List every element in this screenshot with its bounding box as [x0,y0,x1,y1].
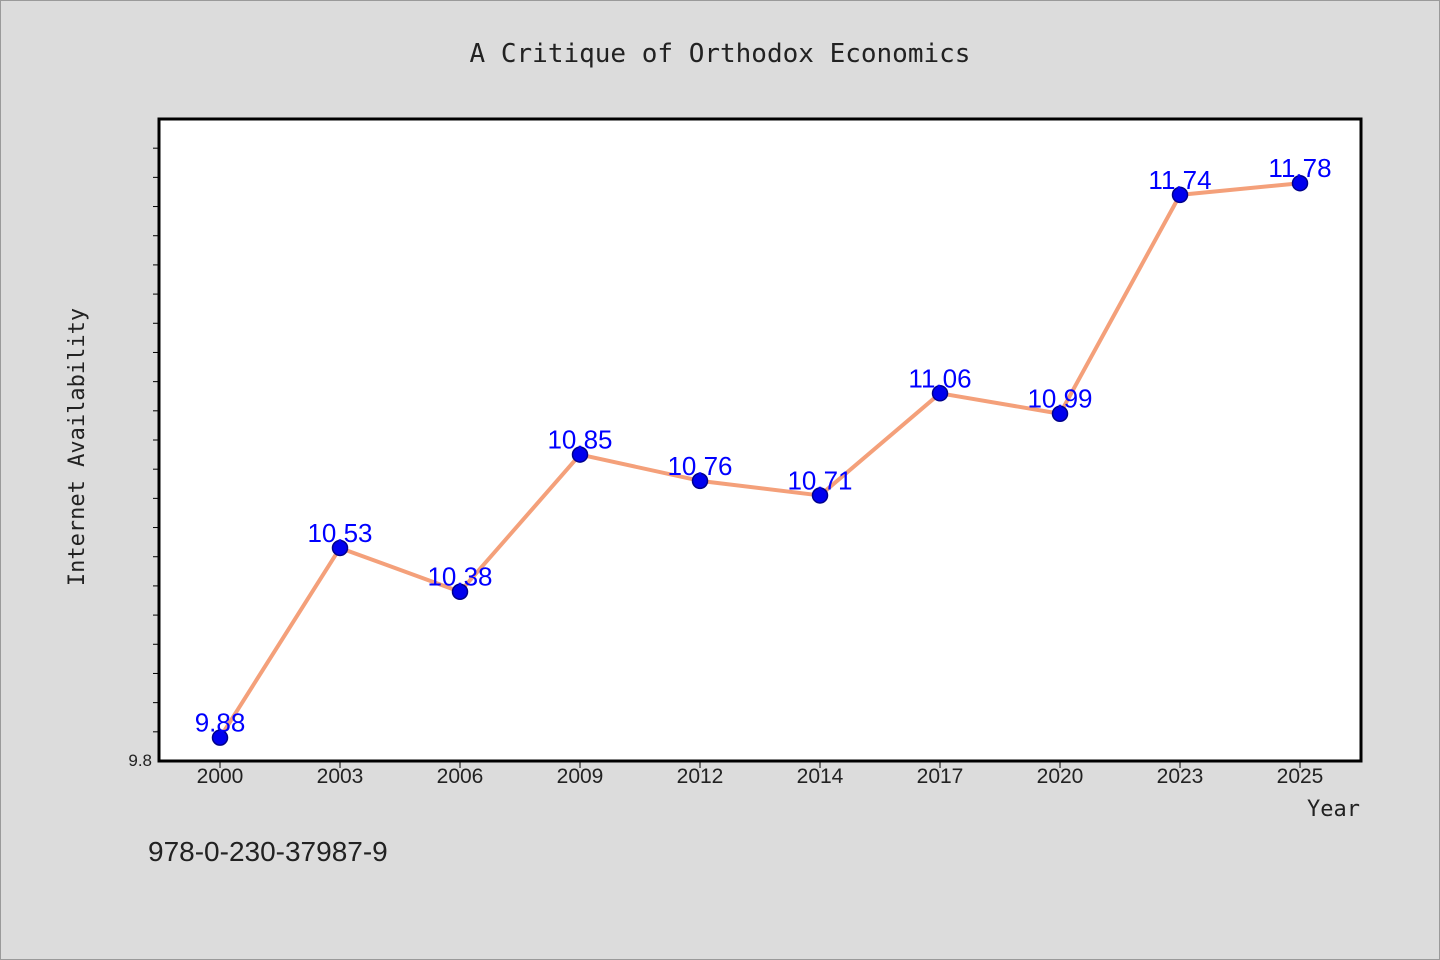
x-tick-label: 2009 [557,765,604,788]
x-tick-label: 2006 [437,765,484,788]
data-point [1291,174,1309,192]
series-layer: 9.88 10.53 10.38 10.85 10.76 10.71 11.06 10.99 1… [195,153,1332,746]
data-point [331,539,349,557]
data-point [1051,405,1069,422]
plot-area [157,117,1363,763]
data-label: 11.06 [908,363,971,393]
data-point [211,729,229,746]
data-point [811,487,829,504]
data-label: 10.53 [307,518,372,548]
x-tick-label: 2020 [1037,765,1084,788]
data-label: 11.78 [1268,153,1331,183]
x-tick-label: 2000 [197,765,244,788]
x-axis-label: Year [1307,797,1360,822]
y-tick-label-min: 9.8 [128,751,152,770]
isbn-label: 978-0-230-37987-9 [148,836,388,867]
data-point [451,583,469,600]
data-point [1171,186,1189,204]
y-axis-label: Internet Availability [65,308,90,586]
data-label: 9.88 [195,708,246,738]
data-label: 10.76 [667,451,732,481]
x-tick-label: 2012 [677,765,724,788]
x-tick-label: 2014 [797,765,844,788]
data-point [691,472,709,490]
data-label: 10.99 [1027,384,1092,414]
series-line [218,181,1301,739]
x-tick-label: 2025 [1277,765,1324,788]
x-tick-label: 2017 [917,765,964,788]
x-tick-label: 2003 [317,765,364,788]
data-point [571,446,589,463]
data-label: 10.38 [427,562,492,592]
data-point [931,385,949,402]
data-label: 10.85 [547,425,612,455]
data-label: 11.74 [1148,165,1211,195]
data-label: 10.71 [787,465,852,495]
y-axis-ticks [153,147,159,733]
x-tick-label: 2023 [1157,765,1204,788]
chart-title: A Critique of Orthodox Economics [470,39,971,69]
x-axis-ticks: 2000 2003 2006 2009 2012 2014 2017 2020 2023 2025 [197,761,1324,788]
